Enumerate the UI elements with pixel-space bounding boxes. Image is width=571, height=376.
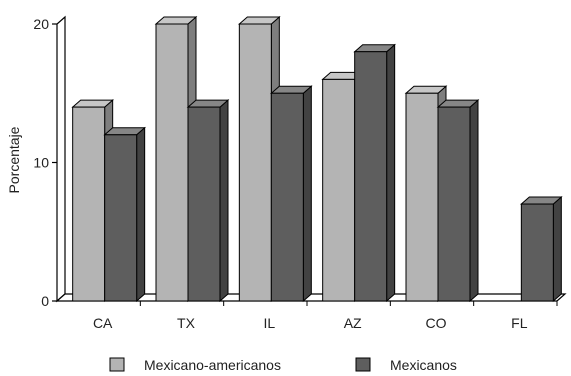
bar [520, 203, 554, 302]
bar [155, 23, 189, 302]
bar [354, 51, 388, 302]
bar-side [302, 85, 312, 303]
bar [72, 106, 106, 302]
x-tick-label: TX [177, 315, 196, 331]
bar [104, 134, 138, 302]
legend-swatch [109, 357, 125, 372]
bar-side [386, 43, 396, 303]
legend-label: Mexicano-americanos [144, 357, 281, 373]
left-wall [56, 15, 66, 303]
bar-side [219, 98, 229, 303]
bar [437, 106, 471, 302]
y-tick-label: 0 [41, 293, 49, 309]
legend-swatch [355, 357, 371, 372]
x-tick-label: CO [426, 315, 447, 331]
x-tick-label: CA [93, 315, 113, 331]
x-tick-label: AZ [344, 315, 362, 331]
bar [187, 106, 221, 302]
bar [270, 92, 304, 302]
bar [405, 92, 439, 302]
bar-side [469, 98, 479, 303]
plot-area: 0 10 20 CA TX IL AZ CO FL [33, 15, 567, 331]
y-tick-label: 20 [33, 16, 49, 32]
x-tick-label: FL [511, 315, 528, 331]
bar [238, 23, 272, 302]
x-tick-label: IL [263, 315, 275, 331]
legend-label: Mexicanos [390, 357, 457, 373]
bar-side [136, 126, 146, 303]
legend: Mexicano-americanos Mexicanos [109, 357, 457, 373]
y-axis-title: Porcentaje [6, 126, 22, 193]
y-tick-label: 10 [33, 155, 49, 171]
bar [322, 78, 356, 302]
bar-side [552, 195, 562, 303]
